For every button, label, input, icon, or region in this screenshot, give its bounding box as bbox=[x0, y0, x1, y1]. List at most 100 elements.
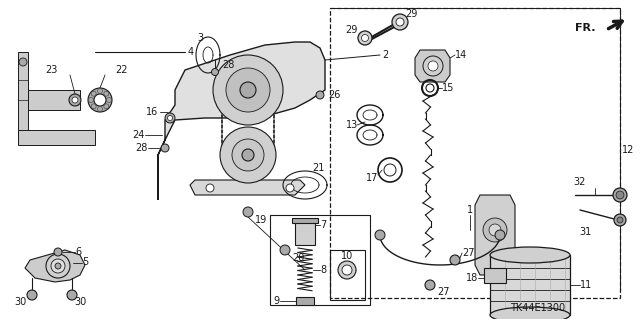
Text: 18: 18 bbox=[466, 273, 478, 283]
Text: 3: 3 bbox=[197, 33, 203, 43]
Bar bbox=[295, 220, 315, 245]
Circle shape bbox=[342, 265, 352, 275]
Text: 27: 27 bbox=[462, 248, 474, 258]
Circle shape bbox=[428, 61, 438, 71]
Circle shape bbox=[232, 139, 264, 171]
Text: 22: 22 bbox=[115, 65, 127, 75]
Circle shape bbox=[316, 91, 324, 99]
Text: TK44E1300: TK44E1300 bbox=[510, 303, 565, 313]
Polygon shape bbox=[18, 130, 95, 145]
Circle shape bbox=[168, 115, 173, 121]
Circle shape bbox=[489, 224, 501, 236]
Circle shape bbox=[106, 98, 111, 102]
Circle shape bbox=[243, 207, 253, 217]
Circle shape bbox=[616, 191, 624, 199]
Circle shape bbox=[358, 31, 372, 45]
Circle shape bbox=[54, 248, 62, 256]
Circle shape bbox=[165, 113, 175, 123]
Bar bbox=[292, 218, 318, 223]
Polygon shape bbox=[18, 52, 28, 140]
Circle shape bbox=[51, 259, 65, 273]
Text: 29: 29 bbox=[405, 9, 417, 19]
Circle shape bbox=[617, 217, 623, 223]
Text: 1: 1 bbox=[467, 205, 473, 215]
Polygon shape bbox=[415, 50, 450, 82]
Circle shape bbox=[161, 144, 169, 152]
Circle shape bbox=[375, 230, 385, 240]
Text: 11: 11 bbox=[580, 280, 592, 290]
Text: 20: 20 bbox=[292, 253, 305, 263]
Bar bbox=[484, 268, 506, 283]
Text: 26: 26 bbox=[328, 90, 340, 100]
Circle shape bbox=[91, 91, 96, 96]
Text: 23: 23 bbox=[45, 65, 58, 75]
Circle shape bbox=[613, 188, 627, 202]
Circle shape bbox=[46, 254, 70, 278]
Text: 21: 21 bbox=[312, 163, 324, 173]
Circle shape bbox=[67, 290, 77, 300]
Text: 8: 8 bbox=[320, 265, 326, 275]
Text: 30: 30 bbox=[74, 297, 86, 307]
Polygon shape bbox=[475, 195, 515, 275]
Circle shape bbox=[286, 184, 294, 192]
Text: 32: 32 bbox=[574, 177, 586, 187]
Text: 12: 12 bbox=[622, 145, 634, 155]
Circle shape bbox=[213, 55, 283, 125]
Text: 5: 5 bbox=[82, 257, 88, 267]
Circle shape bbox=[27, 290, 37, 300]
Circle shape bbox=[483, 218, 507, 242]
Circle shape bbox=[242, 149, 254, 161]
Circle shape bbox=[69, 94, 81, 106]
Circle shape bbox=[425, 280, 435, 290]
Circle shape bbox=[362, 34, 369, 41]
Ellipse shape bbox=[490, 247, 570, 263]
Circle shape bbox=[88, 88, 112, 112]
Circle shape bbox=[338, 261, 356, 279]
Text: 28: 28 bbox=[136, 143, 148, 153]
Text: 13: 13 bbox=[346, 120, 358, 130]
Circle shape bbox=[240, 82, 256, 98]
Circle shape bbox=[396, 18, 404, 26]
Text: 2: 2 bbox=[382, 50, 388, 60]
Text: 6: 6 bbox=[75, 247, 81, 257]
Text: 4: 4 bbox=[188, 47, 194, 57]
Circle shape bbox=[104, 91, 109, 96]
Text: 24: 24 bbox=[132, 130, 145, 140]
Circle shape bbox=[450, 255, 460, 265]
Circle shape bbox=[88, 98, 93, 102]
Circle shape bbox=[220, 127, 276, 183]
Circle shape bbox=[280, 245, 290, 255]
Text: FR.: FR. bbox=[575, 23, 595, 33]
Text: 17: 17 bbox=[365, 173, 378, 183]
Bar bbox=[296, 297, 314, 305]
Circle shape bbox=[94, 94, 106, 106]
Circle shape bbox=[211, 69, 218, 76]
Circle shape bbox=[91, 104, 96, 109]
Text: 15: 15 bbox=[442, 83, 454, 93]
Bar bbox=[270, 215, 370, 305]
Text: 28: 28 bbox=[222, 60, 234, 70]
Circle shape bbox=[614, 214, 626, 226]
Text: 30: 30 bbox=[14, 297, 26, 307]
Text: 9: 9 bbox=[274, 296, 280, 306]
Circle shape bbox=[72, 97, 78, 103]
Ellipse shape bbox=[490, 307, 570, 319]
Text: 14: 14 bbox=[455, 50, 467, 60]
Circle shape bbox=[97, 107, 102, 112]
Text: 29: 29 bbox=[346, 25, 358, 35]
Circle shape bbox=[226, 68, 270, 112]
Text: 16: 16 bbox=[146, 107, 158, 117]
Bar bbox=[330, 8, 620, 298]
Text: 10: 10 bbox=[341, 251, 353, 261]
Circle shape bbox=[104, 104, 109, 109]
Polygon shape bbox=[25, 250, 85, 282]
Polygon shape bbox=[190, 180, 305, 195]
Text: 7: 7 bbox=[320, 220, 326, 230]
Circle shape bbox=[97, 88, 102, 93]
Text: 31: 31 bbox=[579, 227, 591, 237]
Circle shape bbox=[392, 14, 408, 30]
Bar bbox=[490, 255, 570, 315]
Polygon shape bbox=[28, 90, 80, 110]
Text: 27: 27 bbox=[437, 287, 449, 297]
Polygon shape bbox=[158, 42, 325, 200]
